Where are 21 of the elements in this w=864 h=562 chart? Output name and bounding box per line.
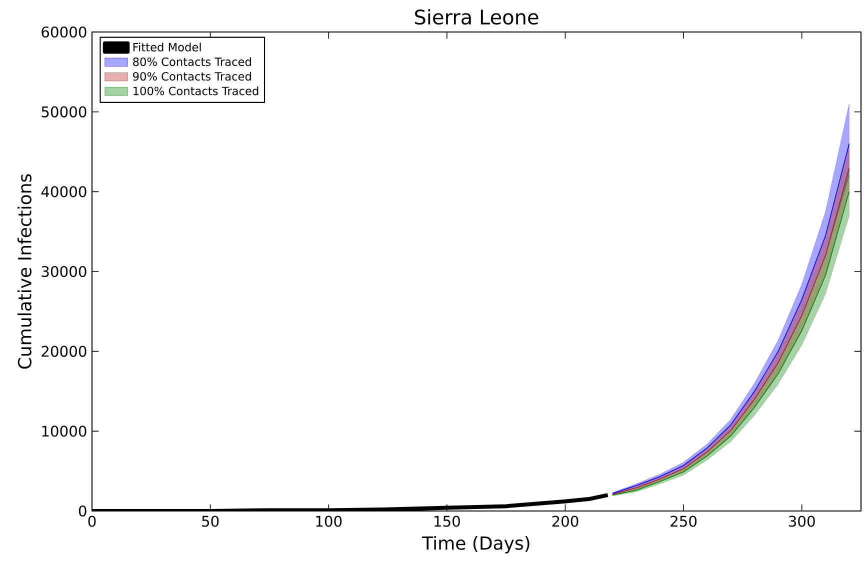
y-tick-label: 60000 bbox=[42, 26, 86, 38]
y-tick-label: 10000 bbox=[42, 426, 86, 437]
x-tick-label: 200 bbox=[552, 516, 578, 527]
y-tick-label: 40000 bbox=[41, 186, 86, 198]
x-tick-label: 0 bbox=[88, 516, 96, 527]
y-tick-label: 50000 bbox=[42, 106, 86, 118]
x-tick-label: 250 bbox=[670, 516, 697, 527]
x-tick-label: 100 bbox=[316, 516, 342, 527]
legend-label: 100% Contacts Traced bbox=[134, 86, 258, 96]
y-axis-title: Cumulative Infections bbox=[18, 174, 32, 369]
y-tick-label: 0 bbox=[78, 505, 86, 517]
x-axis-title: Time (Days) bbox=[422, 536, 530, 554]
legend-label: 90% Contacts Traced bbox=[133, 72, 251, 81]
y-tick-label: 20000 bbox=[42, 346, 86, 357]
x-tick-label: 300 bbox=[788, 516, 815, 527]
legend-label: Fitted Model bbox=[133, 42, 201, 52]
chart-title: Sierra Leone bbox=[415, 9, 538, 25]
legend-label: 80% Contacts Traced bbox=[133, 57, 251, 66]
x-tick-label: 150 bbox=[434, 516, 460, 527]
y-tick-label: 30000 bbox=[42, 266, 86, 278]
x-tick-label: 50 bbox=[202, 516, 219, 527]
